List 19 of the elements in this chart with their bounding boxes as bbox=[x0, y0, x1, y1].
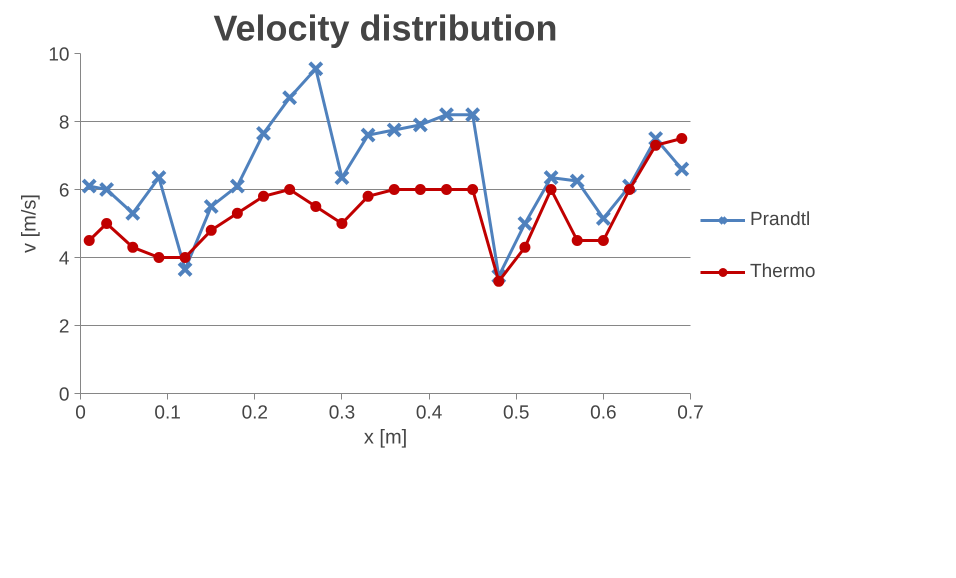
y-tick-label: 0 bbox=[58, 384, 70, 406]
y-tick-label: 6 bbox=[58, 180, 70, 202]
y-tick-label: 4 bbox=[58, 248, 70, 270]
x-tick-label: 0.1 bbox=[154, 402, 181, 424]
x-axis-title: x [m] bbox=[364, 426, 408, 448]
chart-title: Velocity distribution bbox=[213, 8, 558, 48]
x-tick-label: 0.6 bbox=[590, 402, 617, 424]
y-tick-label: 2 bbox=[58, 316, 70, 338]
x-tick-label: 0.5 bbox=[503, 402, 530, 424]
x-tick-label: 0.4 bbox=[416, 402, 443, 424]
x-tick-label: 0.2 bbox=[242, 402, 268, 424]
legend-label: Prandtl bbox=[750, 209, 810, 231]
y-tick-label: 10 bbox=[48, 44, 70, 66]
legend-label: Thermo bbox=[750, 261, 816, 283]
y-tick-label: 8 bbox=[58, 112, 70, 134]
y-axis-title: v [m/s] bbox=[18, 194, 40, 253]
x-tick-label: 0 bbox=[75, 402, 86, 424]
x-tick-label: 0.3 bbox=[328, 402, 356, 424]
x-tick-label: 0.7 bbox=[677, 402, 704, 424]
